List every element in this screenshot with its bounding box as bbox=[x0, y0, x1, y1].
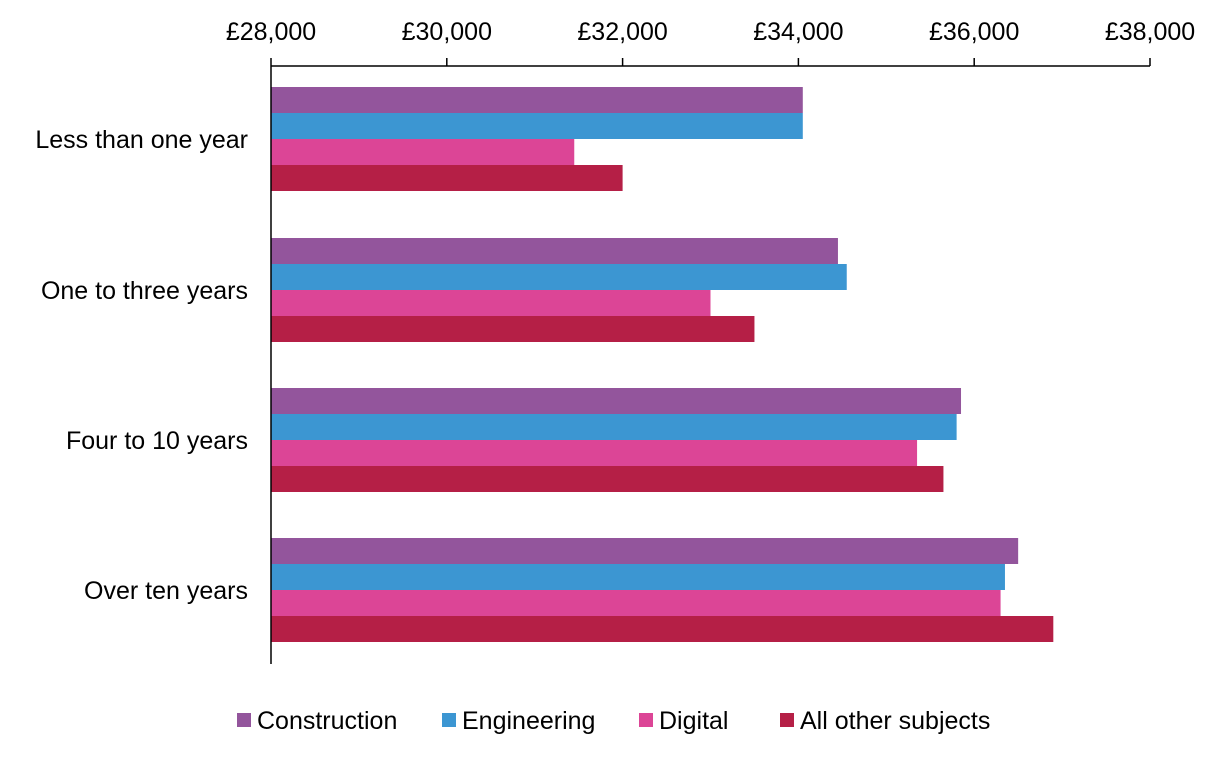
x-tick-label: £32,000 bbox=[577, 18, 667, 46]
category-label: Less than one year bbox=[35, 126, 248, 154]
bar-engineering-3 bbox=[271, 414, 957, 440]
x-tick-label: £28,000 bbox=[226, 18, 316, 46]
bar-engineering-4 bbox=[271, 564, 1005, 590]
x-tick-label: £38,000 bbox=[1105, 18, 1195, 46]
bar-construction-2 bbox=[271, 238, 838, 264]
bar-engineering-1 bbox=[271, 113, 803, 139]
x-tick-label: £34,000 bbox=[753, 18, 843, 46]
legend: Construction Engineering Digital All other … bbox=[237, 707, 990, 735]
bars-layer bbox=[271, 87, 1054, 642]
bar-engineering-2 bbox=[271, 264, 847, 290]
bar-all-other-subjects-1 bbox=[271, 165, 623, 191]
bar-all-other-subjects-3 bbox=[271, 466, 944, 492]
bar-construction-4 bbox=[271, 538, 1019, 564]
legend-swatch-all-other-subjects bbox=[780, 713, 794, 727]
category-label: Over ten years bbox=[84, 577, 248, 605]
legend-label-engineering: Engineering bbox=[462, 707, 595, 735]
legend-swatch-digital bbox=[639, 713, 653, 727]
bar-construction-3 bbox=[271, 388, 962, 414]
bar-digital-2 bbox=[271, 290, 711, 316]
legend-label-all-other-subjects: All other subjects bbox=[800, 707, 990, 735]
x-tick-label: £30,000 bbox=[402, 18, 492, 46]
category-label: Four to 10 years bbox=[66, 427, 248, 455]
bar-construction-1 bbox=[271, 87, 803, 113]
category-label: One to three years bbox=[41, 277, 248, 305]
bar-digital-4 bbox=[271, 590, 1001, 616]
legend-swatch-engineering bbox=[442, 713, 456, 727]
legend-label-digital: Digital bbox=[659, 707, 728, 735]
bar-all-other-subjects-2 bbox=[271, 316, 755, 342]
axis-layer: £28,000 £30,000 £32,000 £34,000 £36,000 £38,0… bbox=[35, 18, 1195, 664]
legend-swatch-construction bbox=[237, 713, 251, 727]
legend-label-construction: Construction bbox=[257, 707, 397, 735]
bar-digital-1 bbox=[271, 139, 575, 165]
bar-digital-3 bbox=[271, 440, 918, 466]
bar-all-other-subjects-4 bbox=[271, 616, 1054, 642]
x-tick-label: £36,000 bbox=[929, 18, 1019, 46]
